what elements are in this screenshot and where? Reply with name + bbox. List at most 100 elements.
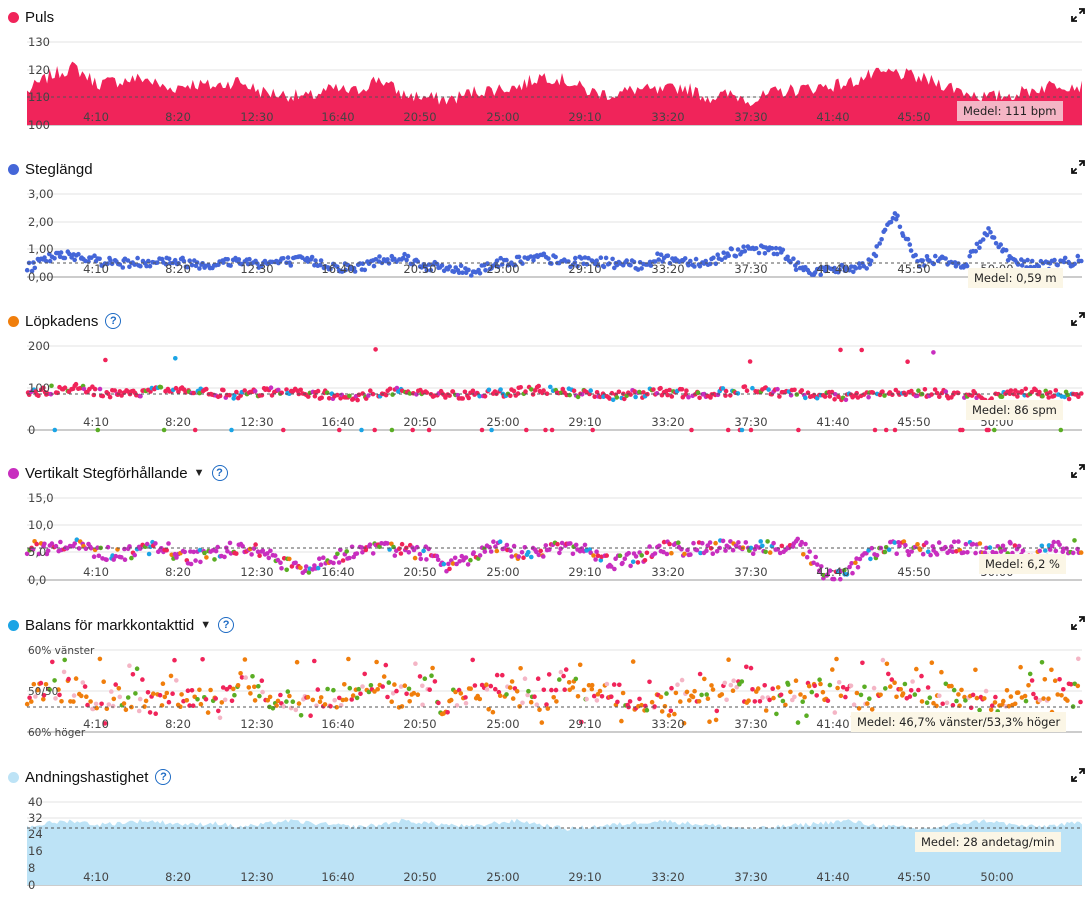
panel-title-balans[interactable]: Balans för markkontakttid ▼?	[8, 614, 235, 636]
data-point	[421, 548, 426, 554]
data-point	[434, 553, 440, 559]
caret-down-icon[interactable]: ▼	[193, 467, 205, 479]
data-point	[652, 551, 658, 556]
data-point	[847, 564, 852, 570]
data-point	[385, 541, 390, 546]
data-point	[405, 253, 411, 259]
data-point	[613, 556, 618, 561]
data-point	[508, 548, 513, 553]
expand-icon[interactable]	[1071, 616, 1085, 630]
average-badge: Medel: 86 spm	[966, 400, 1063, 420]
data-point	[110, 703, 116, 709]
data-point	[32, 265, 38, 271]
expand-icon[interactable]	[1071, 768, 1085, 782]
data-point	[659, 709, 665, 714]
data-point	[692, 688, 697, 694]
data-point	[631, 259, 637, 265]
panel-title-label: Vertikalt Stegförhållande	[25, 464, 188, 482]
data-point	[504, 542, 510, 548]
data-point	[567, 392, 572, 398]
area-series-andning[interactable]	[27, 818, 1082, 885]
data-point	[510, 696, 516, 701]
data-point	[668, 708, 674, 714]
data-point	[72, 257, 77, 263]
data-point	[922, 387, 928, 392]
data-point	[907, 694, 913, 699]
data-point	[306, 394, 311, 399]
data-point	[1076, 394, 1081, 399]
expand-icon[interactable]	[1071, 160, 1085, 174]
data-point	[723, 548, 728, 553]
data-point	[900, 233, 906, 238]
data-point	[579, 256, 584, 261]
data-point	[336, 560, 342, 565]
data-point	[780, 698, 786, 704]
x-tick-label: 25:00	[486, 110, 519, 124]
data-point	[894, 551, 899, 556]
data-point	[796, 427, 801, 433]
help-circle-icon[interactable]: ?	[218, 617, 235, 633]
x-tick-label: 12:30	[240, 717, 273, 731]
x-tick-label: 4:10	[83, 870, 109, 884]
data-point	[791, 256, 796, 261]
data-point	[848, 683, 854, 689]
x-tick-label: 37:30	[734, 717, 767, 731]
expand-icon[interactable]	[1071, 312, 1085, 326]
data-point	[354, 551, 360, 556]
data-point	[426, 546, 432, 552]
data-point	[392, 553, 398, 558]
data-point	[96, 553, 102, 559]
data-point	[643, 703, 648, 709]
x-tick-label: 8:20	[165, 565, 191, 579]
data-point	[968, 705, 974, 711]
data-point	[192, 427, 198, 433]
data-point	[622, 396, 627, 402]
data-point	[1057, 542, 1062, 548]
data-point	[1016, 543, 1022, 549]
caret-down-icon[interactable]: ▼	[200, 619, 212, 631]
data-point	[491, 539, 496, 544]
data-point	[80, 680, 86, 685]
area-series-puls[interactable]	[27, 61, 1082, 125]
data-point	[471, 550, 477, 555]
data-point	[1026, 683, 1031, 688]
expand-icon[interactable]	[1071, 464, 1085, 478]
x-tick-label: 4:10	[83, 110, 109, 124]
data-point	[412, 555, 418, 561]
expand-icon[interactable]	[1071, 8, 1085, 22]
data-point	[888, 684, 893, 689]
data-point	[338, 703, 344, 708]
data-point	[191, 549, 196, 555]
data-point	[367, 542, 373, 547]
data-point	[315, 687, 321, 692]
data-point	[730, 547, 736, 553]
data-point	[679, 677, 685, 683]
data-point	[993, 694, 998, 700]
data-point	[236, 257, 242, 262]
data-point	[916, 388, 921, 393]
data-point	[398, 551, 404, 556]
data-point	[925, 685, 931, 690]
help-circle-icon[interactable]: ?	[105, 313, 122, 329]
data-point	[807, 549, 812, 554]
help-circle-icon[interactable]: ?	[155, 769, 172, 785]
data-point	[874, 244, 879, 249]
x-tick-label: 45:50	[897, 110, 930, 124]
data-point	[390, 691, 396, 696]
data-point	[785, 254, 790, 260]
data-point	[317, 556, 322, 561]
data-point	[1031, 691, 1036, 697]
data-point	[851, 269, 856, 275]
data-point	[739, 427, 745, 433]
data-point	[704, 548, 709, 554]
data-point	[462, 389, 468, 395]
panel-title-vertikalt[interactable]: Vertikalt Stegförhållande ▼?	[8, 462, 228, 484]
help-circle-icon[interactable]: ?	[211, 465, 228, 481]
data-point	[922, 263, 927, 268]
data-point	[1029, 389, 1035, 395]
data-point	[100, 393, 106, 399]
data-point	[1002, 547, 1008, 552]
data-point	[606, 261, 612, 266]
data-point	[407, 391, 413, 396]
data-point	[392, 682, 397, 687]
